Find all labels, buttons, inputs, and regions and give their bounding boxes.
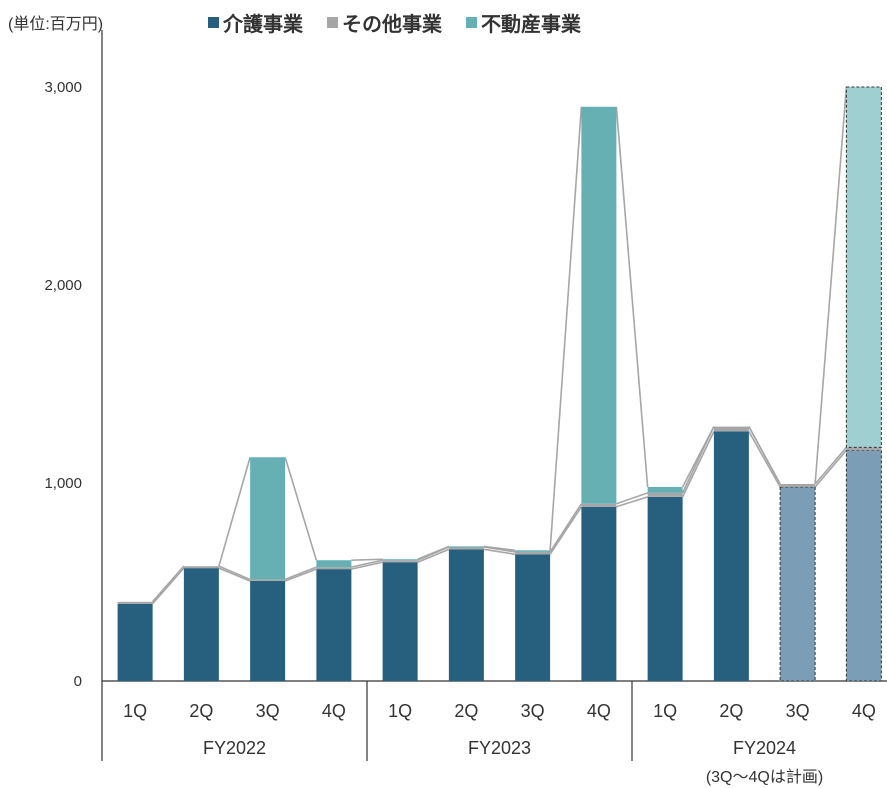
bar-other — [316, 567, 352, 570]
legend-label-other: その他事業 — [342, 14, 442, 36]
series-connector-line — [152, 567, 185, 605]
series-connector-line — [748, 431, 781, 488]
legend-item-real-estate: 不動産事業 — [466, 8, 581, 37]
series-connector-line — [483, 545, 516, 552]
bar-care — [250, 581, 286, 681]
bar-other — [581, 503, 617, 507]
bar-other — [448, 546, 484, 550]
bar-real-estate — [250, 457, 286, 580]
x-tick-label: 1Q — [388, 701, 412, 721]
series-connector-line — [681, 431, 715, 498]
bar-other — [515, 551, 551, 555]
group-label: FY2022 — [203, 738, 266, 758]
series-connector-line — [549, 106, 583, 551]
group-sublabel: (3Q〜4Qは計画) — [706, 768, 823, 786]
series-connector-line — [152, 565, 185, 603]
series-connector-line — [615, 106, 649, 488]
bar-care — [183, 568, 219, 681]
series-connector-line — [351, 558, 383, 562]
series-connector-line — [549, 503, 583, 553]
y-tick-label: 3,000 — [44, 79, 82, 96]
bar-other — [647, 492, 683, 497]
legend-item-other: その他事業 — [327, 8, 442, 37]
bar-other — [250, 579, 286, 582]
x-tick-label: 2Q — [189, 701, 213, 721]
legend-swatch-other — [327, 17, 338, 28]
x-tick-label: 2Q — [454, 701, 478, 721]
series-connector-line — [284, 568, 317, 582]
series-connector-line — [284, 457, 318, 561]
x-tick-label: 3Q — [786, 701, 810, 721]
bar-care — [845, 449, 882, 682]
y-tick-label: 0 — [74, 673, 82, 690]
y-tick-label: 1,000 — [44, 475, 82, 492]
series-connector-line — [417, 548, 450, 563]
bar-care — [713, 431, 749, 681]
x-tick-label: 1Q — [653, 701, 677, 721]
x-tick-label: 4Q — [852, 701, 876, 721]
series-connector-line — [351, 559, 383, 568]
bar-real-estate — [647, 486, 683, 493]
bar-care — [448, 549, 484, 681]
bar-care — [515, 554, 551, 681]
x-tick-label: 3Q — [521, 701, 545, 721]
x-tick-label: 4Q — [322, 701, 346, 721]
bar-other — [846, 447, 882, 451]
series-connector-line — [284, 566, 317, 581]
bar-real-estate — [845, 86, 882, 448]
x-tick-label: 4Q — [587, 701, 611, 721]
series-connector-line — [218, 567, 251, 582]
bar-real-estate — [316, 560, 352, 568]
bar-care — [117, 603, 153, 681]
bar-care — [382, 562, 418, 681]
unit-label: (単位:百万円) — [8, 16, 104, 33]
series-connector-line — [814, 86, 848, 485]
x-tick-label: 3Q — [256, 701, 280, 721]
bar-other — [183, 566, 219, 569]
legend-label-real-estate: 不動産事業 — [481, 14, 581, 36]
bar-care — [316, 569, 352, 681]
legend: 介護事業 その他事業 不動産事業 — [208, 8, 581, 37]
group-label: FY2024 — [733, 738, 796, 758]
series-connector-line — [549, 506, 583, 555]
series-connector-line — [417, 545, 450, 560]
bar-other — [117, 601, 153, 604]
series-connector-line — [681, 426, 715, 488]
bar-care — [581, 506, 617, 681]
bar-real-estate — [515, 550, 551, 552]
series-connector-line — [483, 548, 516, 556]
bar-care — [779, 486, 816, 682]
bar-other — [382, 560, 418, 563]
series-connector-line — [616, 496, 648, 508]
bar-care — [647, 496, 683, 681]
series-connector-line — [748, 426, 781, 485]
x-tick-label: 1Q — [123, 701, 147, 721]
series-connector-line — [616, 492, 648, 505]
legend-swatch-care — [208, 17, 219, 28]
bar-other — [713, 426, 749, 432]
series-connector-line — [218, 565, 251, 581]
legend-item-care: 介護事業 — [208, 8, 303, 37]
y-tick-label: 2,000 — [44, 277, 82, 294]
x-tick-label: 2Q — [719, 701, 743, 721]
bar-other — [780, 483, 816, 487]
bar-real-estate — [448, 546, 484, 548]
group-label: FY2023 — [468, 738, 531, 758]
legend-label-care: 介護事業 — [223, 14, 303, 36]
series-connector-line — [218, 457, 251, 567]
series-connector-line — [814, 449, 847, 488]
legend-swatch-real-estate — [466, 17, 477, 28]
bar-real-estate — [382, 559, 418, 561]
series-connector-line — [814, 446, 847, 485]
series-connector-line — [351, 561, 383, 570]
bar-real-estate — [581, 106, 617, 504]
